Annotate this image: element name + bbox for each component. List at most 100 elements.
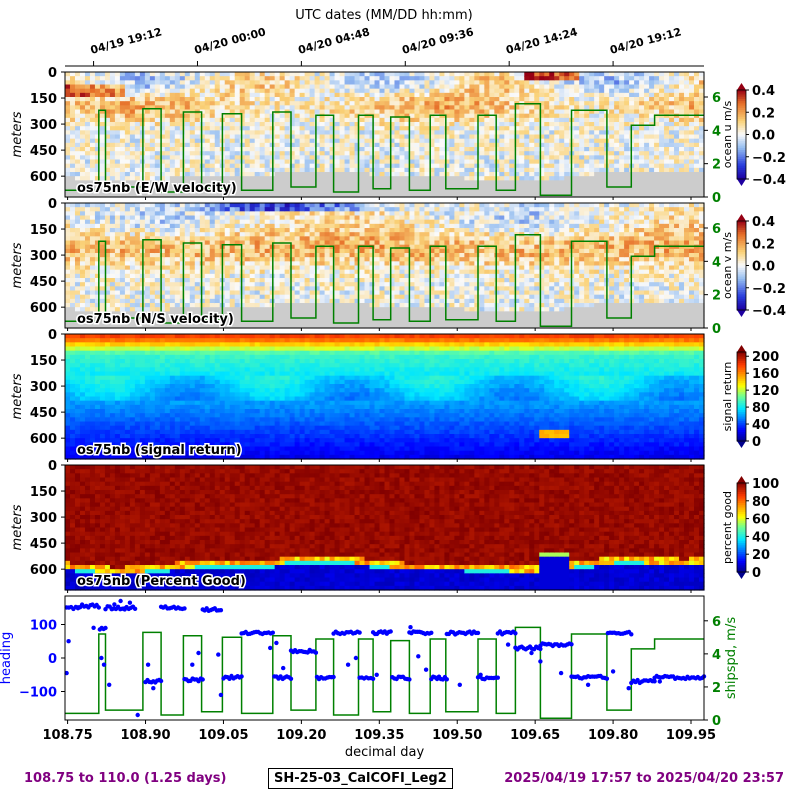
heatmap-cell xyxy=(484,84,490,90)
heatmap-cell xyxy=(284,97,291,102)
heatmap-cell xyxy=(149,232,156,237)
heatmap-cell xyxy=(154,265,161,271)
heatmap-cell xyxy=(159,159,166,165)
heatmap-cell xyxy=(199,97,206,102)
heatmap-cell xyxy=(314,155,321,161)
heatmap-cell xyxy=(634,117,640,123)
heatmap-cell xyxy=(694,151,700,156)
heatmap-cell xyxy=(224,323,231,329)
heatmap-cell xyxy=(419,72,426,77)
heatmap-cell xyxy=(559,142,565,148)
heatmap-cell xyxy=(129,248,136,254)
heatmap-cell xyxy=(674,117,680,123)
heatmap-cell xyxy=(399,130,406,136)
heatmap-cell xyxy=(174,147,181,152)
heatmap-cell xyxy=(599,76,605,81)
heatmap-cell xyxy=(409,113,416,119)
heatmap-cell xyxy=(104,80,111,86)
heatmap-cell xyxy=(149,130,156,136)
heatmap-cell xyxy=(189,113,196,119)
heatmap-cell xyxy=(169,261,176,267)
heatmap-cell xyxy=(384,72,391,77)
heatmap-cell xyxy=(694,72,700,77)
heatmap-cell xyxy=(289,84,296,90)
heatmap-cell xyxy=(454,155,460,161)
heatmap-cell xyxy=(224,163,231,169)
heatmap-cell xyxy=(254,88,261,94)
heatmap-cell xyxy=(69,307,76,312)
heatmap-cell xyxy=(424,97,431,102)
heatmap-cell xyxy=(79,311,86,317)
heatmap-cell xyxy=(144,273,151,279)
heatmap-cell xyxy=(65,84,71,90)
heatmap-cell xyxy=(199,319,206,325)
heatmap-cell xyxy=(234,142,241,148)
heatmap-cell xyxy=(119,122,126,127)
heatmap-cell xyxy=(189,147,196,152)
heatmap-cell xyxy=(84,311,91,317)
heatmap-cell xyxy=(209,228,216,233)
heatmap-cell xyxy=(119,163,126,169)
heatmap-cell xyxy=(144,151,151,156)
heatmap-cell xyxy=(149,207,156,212)
heatmap-cell xyxy=(234,113,241,119)
heatmap-cell xyxy=(109,130,116,136)
heatmap-cell xyxy=(344,180,351,186)
heatmap-cell xyxy=(674,188,680,194)
heatmap-cell xyxy=(144,134,151,140)
heatmap-cell xyxy=(124,76,131,81)
heatmap-cell xyxy=(669,151,675,156)
heatmap-cell xyxy=(399,97,406,102)
heatmap-cell xyxy=(299,80,306,86)
heatmap-cell xyxy=(439,155,445,161)
heatmap-cell xyxy=(144,188,151,194)
heatmap-cell xyxy=(65,307,71,312)
heatmap-cell xyxy=(604,105,610,111)
heatmap-cell xyxy=(164,192,171,198)
heatmap-cell xyxy=(364,176,371,181)
heatmap-cell xyxy=(629,101,635,106)
heatmap-cell xyxy=(619,80,625,86)
heatmap-cell xyxy=(399,72,406,77)
heatmap-cell xyxy=(234,97,241,102)
heatmap-cell xyxy=(204,257,211,262)
heatmap-cell xyxy=(244,232,251,237)
heatmap-cell xyxy=(389,113,396,119)
heatmap-cell xyxy=(624,80,630,86)
heatmap-cell xyxy=(619,76,625,81)
heatmap-cell xyxy=(509,109,515,115)
heatmap-cell xyxy=(249,142,256,148)
heatmap-cell xyxy=(69,84,76,90)
heatmap-cell xyxy=(429,167,436,173)
heatmap-cell xyxy=(314,176,321,181)
heatmap-cell xyxy=(514,167,520,173)
heatmap-cell xyxy=(424,151,431,156)
heatmap-cell xyxy=(174,315,181,321)
heatmap-cell xyxy=(414,151,421,156)
heatmap-cell xyxy=(539,122,545,127)
heatmap-cell xyxy=(179,290,186,296)
heatmap-cell xyxy=(84,159,91,165)
heatmap-cell xyxy=(149,286,156,292)
heatmap-cell xyxy=(654,172,660,177)
heatmap-cell xyxy=(479,184,485,190)
heatmap-cell xyxy=(689,172,695,177)
heatmap-cell xyxy=(144,207,151,212)
heatmap-cell xyxy=(684,130,690,136)
heatmap-cell xyxy=(99,265,106,271)
heatmap-cell xyxy=(394,80,401,86)
heatmap-cell xyxy=(204,236,211,242)
heatmap-cell xyxy=(164,253,171,258)
heatmap-cell xyxy=(384,84,391,90)
heatmap-cell xyxy=(509,126,515,131)
heatmap-cell xyxy=(159,192,166,198)
heatmap-cell xyxy=(449,92,455,98)
heatmap-cell xyxy=(234,192,241,198)
heatmap-cell xyxy=(699,172,705,177)
heatmap-cell xyxy=(79,223,86,229)
heatmap-cell xyxy=(249,207,256,212)
heatmap-cell xyxy=(124,167,131,173)
heatmap-cell xyxy=(74,257,81,262)
heatmap-cell xyxy=(294,76,301,81)
heatmap-cell xyxy=(394,155,401,161)
